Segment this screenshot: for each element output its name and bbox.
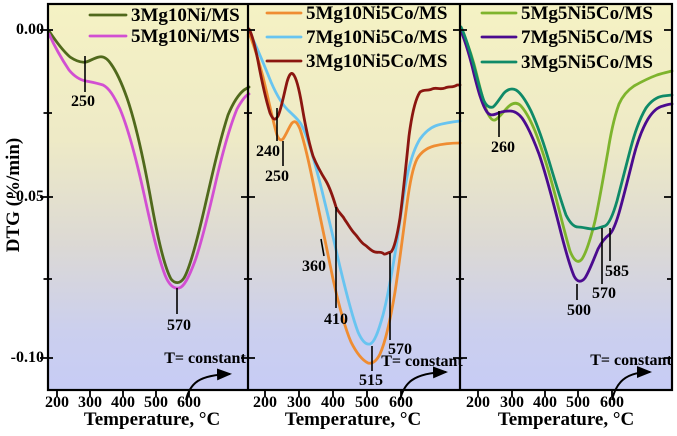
x-tick-label: 300 (500, 394, 524, 411)
t-constant-label: T= constant (590, 352, 672, 369)
x-tick-label: 600 (389, 394, 413, 411)
legend-item-label: 7Mg10Ni5Co/MS (306, 27, 448, 48)
legend-item-label: 5Mg10Ni/MS (131, 26, 240, 47)
y-tick-label: -0.10 (10, 349, 44, 366)
annotation-label-515: 515 (359, 372, 383, 389)
t-constant-label: T= constant (164, 350, 246, 367)
curve-5mg5ni5co-ms (459, 27, 674, 263)
curve-3mg5ni5co-ms (459, 25, 674, 231)
legend-item-label: 3Mg10Ni5Co/MS (306, 51, 448, 72)
axis-ticks (40, 29, 672, 397)
annotation-label-260: 260 (491, 139, 515, 156)
annotation-label-585: 585 (605, 263, 629, 280)
x-tick-label: 400 (533, 394, 557, 411)
curve-5mg10ni5co-ms (247, 31, 462, 365)
x-tick-label: 500 (355, 394, 379, 411)
curve-5mg10ni-ms (47, 32, 251, 290)
annotation-label-410: 410 (324, 311, 348, 328)
legend-item-label: 3Mg10Ni/MS (131, 5, 240, 26)
x-tick-label: 300 (287, 394, 311, 411)
x-axis-title: Temperature, °C (497, 409, 635, 430)
annotation-label-570: 570 (388, 341, 412, 358)
legend-item-label: 7Mg5Ni5Co/MS (521, 27, 653, 48)
x-tick-label: 200 (253, 394, 277, 411)
plot-background (48, 4, 672, 390)
annotation-label-500: 500 (567, 302, 591, 319)
x-tick-label: 400 (111, 394, 135, 411)
curve-3mg10ni-ms (47, 29, 251, 285)
legend-item-label: 5Mg5Ni5Co/MS (521, 3, 653, 24)
legend-item-label: 5Mg10Ni5Co/MS (306, 3, 448, 24)
t-constant-arrow-1 (185, 368, 232, 401)
x-tick-label: 500 (144, 394, 168, 411)
legend-swatches (88, 11, 518, 64)
annotation-lines (84, 56, 611, 371)
x-tick-label: 200 (466, 394, 490, 411)
x-tick-label: 400 (321, 394, 345, 411)
x-tick-label: 500 (566, 394, 590, 411)
curve-7mg10ni5co-ms (247, 29, 462, 346)
x-axis-title: Temperature, °C (284, 409, 422, 430)
y-tick-label: 0.00 (16, 21, 44, 38)
curve-7mg5ni5co-ms (459, 29, 674, 283)
t-constant-label: T= constant (381, 353, 463, 370)
x-tick-label: 600 (600, 394, 624, 411)
curve-3mg10ni5co-ms (247, 27, 462, 256)
annotation-label-570: 570 (592, 285, 616, 302)
y-tick-label: -0.05 (10, 188, 44, 205)
annotation-label-240: 240 (256, 143, 280, 160)
x-tick-label: 200 (45, 394, 69, 411)
annotation-label-250: 250 (265, 168, 289, 185)
legend-item-label: 3Mg5Ni5Co/MS (521, 52, 653, 73)
x-tick-label: 300 (78, 394, 102, 411)
x-axis-title: Temperature, °C (83, 409, 221, 430)
annotation-label-360: 360 (302, 258, 326, 275)
annotation-label-250: 250 (71, 93, 95, 110)
annotation-label-570: 570 (167, 317, 191, 334)
t-constant-arrow-3 (611, 366, 652, 401)
x-tick-label: 600 (177, 394, 201, 411)
